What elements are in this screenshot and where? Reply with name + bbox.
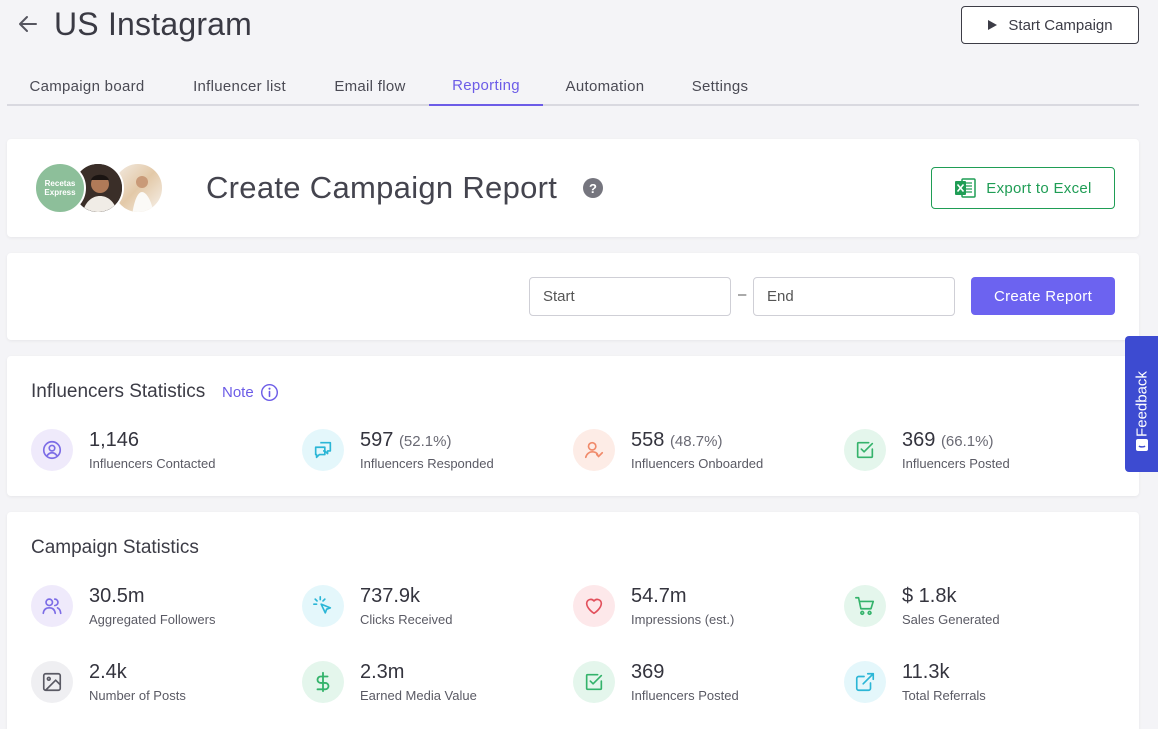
dollar-icon bbox=[302, 661, 344, 703]
tab-bar: Campaign board Influencer list Email flo… bbox=[7, 66, 1139, 106]
external-link-icon bbox=[844, 661, 886, 703]
heart-icon bbox=[573, 585, 615, 627]
stat-influencers-contacted: 1,146 Influencers Contacted bbox=[31, 429, 291, 475]
page-title: US Instagram bbox=[54, 6, 253, 42]
tab-automation[interactable]: Automation bbox=[565, 77, 645, 95]
end-date-input[interactable] bbox=[753, 277, 955, 316]
start-date-input[interactable] bbox=[529, 277, 731, 316]
influencer-stats-title: Influencers Statistics bbox=[31, 381, 206, 402]
chat-icon bbox=[302, 429, 344, 471]
image-icon bbox=[31, 661, 73, 703]
user-circle-icon bbox=[31, 429, 73, 471]
user-check-icon bbox=[573, 429, 615, 471]
excel-icon bbox=[955, 178, 977, 198]
date-separator: – bbox=[738, 286, 747, 303]
tab-settings[interactable]: Settings bbox=[691, 77, 749, 95]
start-campaign-button[interactable]: Start Campaign bbox=[961, 6, 1139, 44]
stat-total-referrals: 11.3k Total Referrals bbox=[844, 661, 1104, 707]
stat-influencers-posted: 369 (66.1%) Influencers Posted bbox=[844, 429, 1104, 475]
campaign-stats-card bbox=[7, 512, 1139, 729]
influencer-stats-card bbox=[7, 356, 1139, 496]
stat-influencers-onboarded: 558 (48.7%) Influencers Onboarded bbox=[573, 429, 833, 475]
stat-impressions: 54.7m Impressions (est.) bbox=[573, 585, 833, 631]
back-arrow-icon[interactable] bbox=[16, 12, 40, 36]
feedback-icon bbox=[1136, 439, 1148, 451]
stat-influencers-posted-campaign: 369 Influencers Posted bbox=[573, 661, 833, 707]
tab-reporting[interactable]: Reporting bbox=[429, 66, 543, 106]
stat-influencers-responded: 597 (52.1%) Influencers Responded bbox=[302, 429, 562, 475]
create-report-button[interactable]: Create Report bbox=[971, 277, 1115, 315]
campaign-stats-title: Campaign Statistics bbox=[31, 537, 199, 558]
cart-icon bbox=[844, 585, 886, 627]
users-icon bbox=[31, 585, 73, 627]
note-link[interactable]: Note bbox=[222, 383, 279, 402]
check-square-icon bbox=[573, 661, 615, 703]
feedback-tab[interactable]: Feedback bbox=[1125, 336, 1158, 472]
info-icon bbox=[260, 383, 278, 402]
stat-sales-generated: $ 1.8k Sales Generated bbox=[844, 585, 1104, 631]
check-square-icon bbox=[844, 429, 886, 471]
stat-clicks-received: 737.9k Clicks Received bbox=[302, 585, 562, 631]
stat-aggregated-followers: 30.5m Aggregated Followers bbox=[31, 585, 291, 631]
play-icon bbox=[988, 20, 998, 30]
export-to-excel-button[interactable]: Export to Excel bbox=[931, 167, 1115, 209]
tab-email-flow[interactable]: Email flow bbox=[334, 77, 406, 95]
stat-number-of-posts: 2.4k Number of Posts bbox=[31, 661, 291, 707]
stat-earned-media-value: 2.3m Earned Media Value bbox=[302, 661, 562, 707]
tab-campaign-board[interactable]: Campaign board bbox=[29, 77, 145, 95]
cursor-click-icon bbox=[302, 585, 344, 627]
report-title: Create Campaign Report bbox=[206, 170, 558, 205]
help-icon[interactable]: ? bbox=[583, 178, 603, 198]
tab-influencer-list[interactable]: Influencer list bbox=[193, 77, 286, 95]
avatar: Recetas Express bbox=[34, 162, 86, 214]
avatar bbox=[112, 162, 164, 214]
